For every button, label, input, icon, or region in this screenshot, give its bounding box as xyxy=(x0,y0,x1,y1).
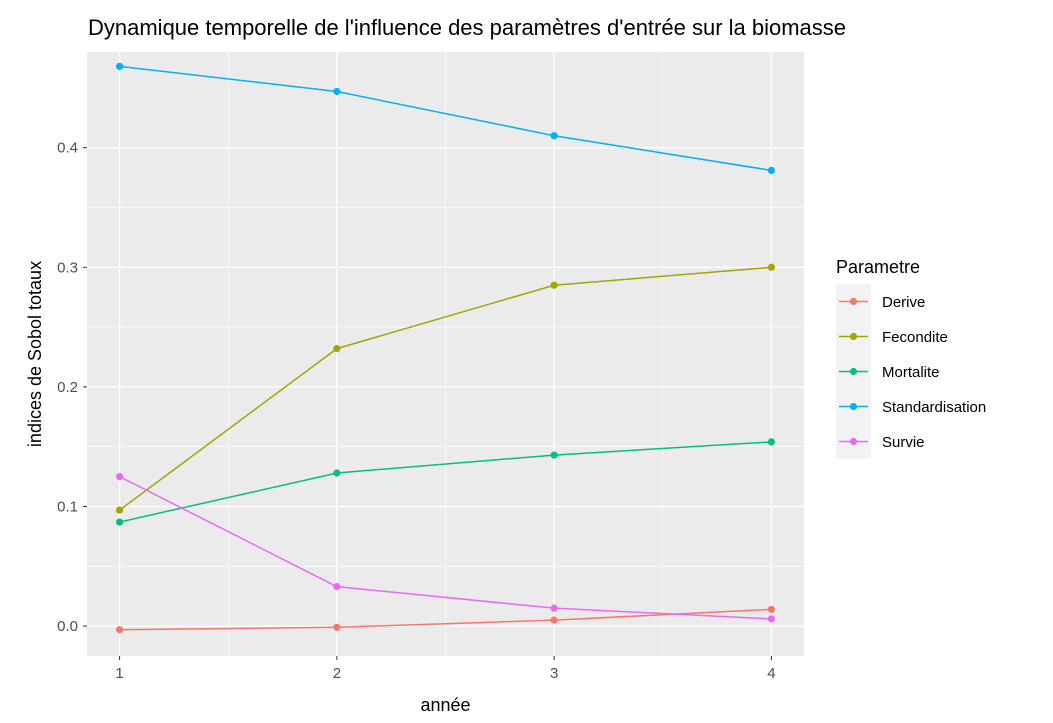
data-point-mortalite xyxy=(115,518,124,526)
data-point-standardisation xyxy=(767,166,776,175)
series-lines xyxy=(119,65,772,631)
data-point-derive xyxy=(767,605,776,613)
legend-label-derive: Derive xyxy=(882,294,925,311)
data-point-survie xyxy=(550,604,558,612)
grid-minor xyxy=(87,52,804,656)
data-point-fecondite xyxy=(767,263,776,271)
data-point-mortalite xyxy=(767,438,776,446)
y-tick-label: 0.0 xyxy=(57,618,78,635)
legend: Parametre Derive Fecondite Mortalite Standa… xyxy=(836,257,986,459)
y-axis-title: indices de Sobol totaux xyxy=(25,261,45,447)
data-point-mortalite xyxy=(550,451,558,459)
series-line-fecondite xyxy=(119,266,772,511)
data-point-mortalite xyxy=(333,469,341,477)
x-axis: 1 2 3 4 xyxy=(115,656,776,682)
data-point-derive xyxy=(333,623,341,631)
x-tick-label: 3 xyxy=(550,665,558,682)
data-point-standardisation xyxy=(333,87,341,96)
legend-key-point-standardisation xyxy=(849,402,858,411)
legend-label-survie: Survie xyxy=(882,434,925,451)
legend-label-mortalite: Mortalite xyxy=(882,364,940,381)
data-point-survie xyxy=(333,583,341,591)
legend-label-fecondite: Fecondite xyxy=(882,329,948,346)
series-points xyxy=(115,62,776,634)
series-line-mortalite xyxy=(119,441,772,523)
legend-label-standardisation: Standardisation xyxy=(882,399,986,416)
data-point-derive xyxy=(550,616,558,624)
y-tick-label: 0.4 xyxy=(57,140,78,157)
grid-major xyxy=(87,52,804,656)
data-point-standardisation xyxy=(550,132,558,140)
series-line-derive xyxy=(119,608,772,631)
legend-key-point-survie xyxy=(849,437,858,446)
data-point-fecondite xyxy=(333,345,341,353)
chart-title: Dynamique temporelle de l'influence des … xyxy=(88,15,846,40)
x-tick-label: 2 xyxy=(333,665,341,682)
data-point-survie xyxy=(115,472,124,481)
series-line-survie xyxy=(119,475,772,620)
legend-key-point-derive xyxy=(849,297,858,306)
legend-key-point-fecondite xyxy=(849,332,858,341)
series-line-standardisation xyxy=(119,65,772,172)
x-tick-label: 4 xyxy=(767,665,775,682)
x-axis-title: année xyxy=(420,695,470,715)
data-point-derive xyxy=(115,626,124,634)
y-tick-label: 0.1 xyxy=(57,498,78,515)
legend-key-point-mortalite xyxy=(849,367,858,376)
legend-title: Parametre xyxy=(836,257,920,277)
data-point-survie xyxy=(767,615,776,623)
data-point-standardisation xyxy=(115,62,124,70)
data-point-fecondite xyxy=(115,506,124,514)
y-tick-label: 0.2 xyxy=(57,379,78,396)
x-tick-label: 1 xyxy=(115,665,123,682)
data-point-fecondite xyxy=(550,281,558,289)
y-tick-label: 0.3 xyxy=(57,259,78,276)
y-axis: 0.0 0.1 0.2 0.3 0.4 xyxy=(57,140,87,635)
